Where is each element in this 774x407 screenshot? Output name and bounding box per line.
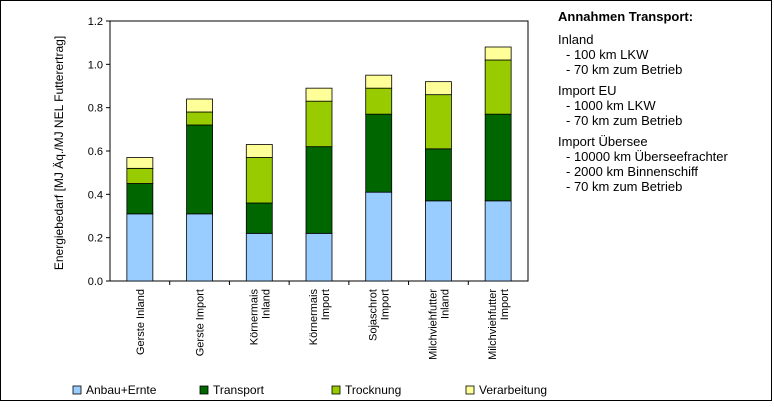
assumption-section-import-eu: Import EU - 1000 km LKW - 70 km zum Betr… <box>558 83 768 128</box>
bar-segment <box>484 200 512 282</box>
bar-segment <box>425 94 452 150</box>
x-tick-label: Körnermais <box>248 289 260 346</box>
x-tick-label: Milchviehfutter <box>487 289 499 360</box>
section-heading: Import Übersee <box>558 134 648 149</box>
bar-segment <box>365 113 393 193</box>
x-tick-label: Inland <box>439 289 451 319</box>
legend-swatch <box>72 385 82 395</box>
bar-segment <box>305 146 333 234</box>
bar-segment <box>186 111 213 126</box>
bar-segment <box>126 167 154 184</box>
bar-segment <box>186 213 213 282</box>
x-tick-label: Import <box>380 289 392 320</box>
section-heading: Inland <box>558 32 594 47</box>
assumption-item: - 70 km zum Betrieb <box>566 62 683 77</box>
bar-segment <box>126 213 154 282</box>
x-tick-label: Gerste Inland <box>135 289 147 355</box>
x-tick-label: Körnermais <box>308 289 320 346</box>
bar-segment <box>245 202 273 234</box>
bar-segment <box>425 81 452 96</box>
bar-segment <box>484 46 512 61</box>
bar-segment <box>365 87 393 115</box>
bar-segment <box>425 200 452 282</box>
assumption-section-inland: Inland - 100 km LKW - 70 km zum Betrieb <box>558 32 768 77</box>
legend-swatch <box>331 385 341 395</box>
bar-segment <box>186 98 213 113</box>
legend-swatch <box>465 385 475 395</box>
bar-segment <box>484 59 512 115</box>
bar-segment <box>245 157 273 204</box>
section-heading: Import EU <box>558 83 617 98</box>
bar-segment <box>365 191 393 282</box>
legend-label: Verarbeitung <box>479 383 547 397</box>
x-tick-label: Milchviehfutter <box>427 289 439 360</box>
assumption-item: - 1000 km LKW <box>566 98 656 113</box>
bar-segment <box>245 144 273 158</box>
y-tick-label: 1.2 <box>88 16 103 28</box>
assumption-section-import-uebersee: Import Übersee - 10000 km Überseefrachte… <box>558 134 768 194</box>
legend: Anbau+Ernte Transport Trocknung Verarbeitun… <box>72 383 547 397</box>
bar-segment <box>425 148 452 202</box>
y-tick-label: 0.2 <box>88 233 103 245</box>
transport-assumptions: Annahmen Transport: Inland - 100 km LKW … <box>558 9 768 194</box>
y-tick-label: 1.0 <box>88 59 103 71</box>
y-tick-label: 0.0 <box>88 276 103 288</box>
x-tick-label: Inland <box>260 289 272 319</box>
plot-area: 0.0 0.2 0.4 0.6 0.8 1.0 1.2 Gerste Inland Gerste… <box>88 16 529 360</box>
y-tick-label: 0.4 <box>88 189 103 201</box>
bar-segment <box>186 124 213 215</box>
stacked-bar-chart: 0.0 0.2 0.4 0.6 0.8 1.0 1.2 Gerste Inland Gerste… <box>52 16 547 397</box>
x-tick-label: Gerste Import <box>195 289 207 356</box>
bar-segment <box>126 157 154 169</box>
y-axis-label: Energiebedarf [MJ Äq./MJ NEL Futterertra… <box>52 36 66 270</box>
assumption-item: - 2000 km Binnenschiff <box>566 164 698 179</box>
bar-segment <box>305 232 333 282</box>
legend-label: Transport <box>213 383 265 397</box>
assumption-item: - 10000 km Überseefrachter <box>566 149 728 164</box>
assumption-item: - 70 km zum Betrieb <box>566 113 683 128</box>
legend-swatch <box>199 385 209 395</box>
x-tick-label: Sojaschrot <box>368 289 380 341</box>
x-tick-label: Import <box>320 289 332 320</box>
bar-segment <box>305 87 333 102</box>
bar-segment <box>484 113 512 202</box>
x-tick-label: Import <box>499 289 511 320</box>
legend-label: Anbau+Ernte <box>86 383 157 397</box>
assumption-item: - 70 km zum Betrieb <box>566 179 683 194</box>
legend-label: Trocknung <box>345 383 401 397</box>
bar-segment <box>126 183 154 215</box>
bar-segment <box>305 100 333 148</box>
bar-segment <box>245 232 273 282</box>
y-tick-label: 0.6 <box>88 146 103 158</box>
y-tick-label: 0.8 <box>88 103 103 115</box>
assumption-item: - 100 km LKW <box>566 47 649 62</box>
bar-segment <box>365 74 393 89</box>
assumptions-title: Annahmen Transport: <box>558 9 694 24</box>
